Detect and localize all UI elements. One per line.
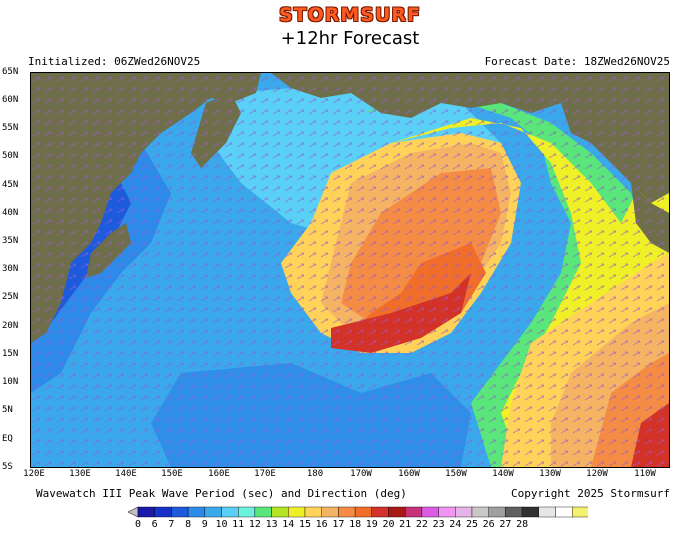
lon-label: 110W: [634, 469, 656, 479]
scale-swatch: [505, 506, 523, 518]
lon-label: 140E: [115, 469, 137, 479]
scale-label: 15: [298, 519, 312, 530]
scale-swatch: [171, 506, 189, 518]
lon-label: 140W: [492, 469, 514, 479]
scale-label: 19: [365, 519, 378, 530]
scale-label: 28: [516, 519, 529, 530]
scale-label: 17: [332, 519, 345, 530]
stormsurf-logo: STORMSURF: [278, 4, 422, 26]
lon-label: 180: [306, 469, 324, 479]
lat-label: 65N: [2, 67, 19, 77]
lon-label: 120W: [586, 469, 608, 479]
lat-label: 45N: [2, 180, 19, 190]
initialized-label: Initialized: 06ZWed26NOV25: [28, 55, 201, 68]
scale-label: 10: [215, 519, 228, 530]
lat-label: 40N: [2, 208, 19, 218]
scale-left-arrow: [128, 506, 139, 518]
lat-label: 5N: [2, 405, 13, 415]
scale-swatch: [471, 506, 489, 518]
scale-label: 27: [499, 519, 512, 530]
scale-swatch: [304, 506, 322, 518]
lat-label: 55N: [2, 123, 19, 133]
scale-label: 14: [282, 519, 295, 530]
scale-swatch: [221, 506, 239, 518]
scale-swatch: [438, 506, 456, 518]
scale-swatch: [388, 506, 406, 518]
scale-swatch: [538, 506, 556, 518]
scale-swatch: [555, 506, 573, 518]
lat-label: 60N: [2, 95, 19, 105]
wave-period-map: [30, 72, 670, 468]
map-caption: Wavewatch III Peak Wave Period (sec) and…: [36, 487, 407, 500]
forecast-title: +12hr Forecast: [280, 28, 420, 49]
lon-label: 150E: [161, 469, 183, 479]
scale-swatch: [455, 506, 473, 518]
scale-label: 20: [382, 519, 395, 530]
lat-label: 30N: [2, 264, 19, 274]
scale-label: 13: [265, 519, 278, 530]
lat-label: 20N: [2, 321, 19, 331]
map-canvas: [31, 73, 669, 467]
lon-label: 120E: [23, 469, 45, 479]
scale-swatch: [288, 506, 306, 518]
scale-label: 16: [315, 519, 328, 530]
scale-swatch: [488, 506, 506, 518]
lat-label: 35N: [2, 236, 19, 246]
scale-swatch: [338, 506, 356, 518]
scale-label: 18: [349, 519, 362, 530]
scale-label: 25: [465, 519, 479, 530]
lat-label: EQ: [2, 434, 13, 444]
lon-label: 170W: [350, 469, 372, 479]
lon-label: 130E: [69, 469, 91, 479]
lon-label: 150W: [445, 469, 467, 479]
lat-label: 5S: [2, 462, 13, 472]
scale-label: 7: [168, 519, 175, 530]
scale-swatch: [204, 506, 222, 518]
lat-label: 15N: [2, 349, 19, 359]
scale-swatch: [354, 506, 373, 518]
scale-label: 6: [151, 519, 158, 530]
scale-swatch: [521, 506, 540, 518]
scale-swatch: [371, 506, 389, 518]
scale-label: 8: [185, 519, 192, 530]
lat-label: 50N: [2, 151, 19, 161]
scale-swatch: [154, 506, 172, 518]
scale-swatch: [254, 506, 272, 518]
lon-label: 160W: [398, 469, 420, 479]
forecast-date-label: Forecast Date: 18ZWed26NOV25: [484, 55, 670, 68]
scale-label: 12: [248, 519, 261, 530]
scale-swatch: [271, 506, 289, 518]
scale-swatch: [572, 506, 588, 518]
direction-arrows: [31, 73, 669, 467]
scale-label: 26: [482, 519, 495, 530]
color-scale-bar: [128, 506, 588, 518]
scale-label: 21: [399, 519, 412, 530]
scale-swatch: [137, 506, 155, 518]
lat-label: 25N: [2, 292, 19, 302]
scale-swatch: [421, 506, 439, 518]
scale-swatch: [321, 506, 339, 518]
scale-label: 23: [432, 519, 445, 530]
scale-label: 9: [201, 519, 208, 530]
lon-label: 130W: [539, 469, 561, 479]
lon-label: 170E: [254, 469, 276, 479]
scale-label: 22: [415, 519, 428, 530]
scale-label: 24: [449, 519, 462, 530]
scale-swatch: [187, 506, 205, 518]
copyright-label: Copyright 2025 Stormsurf: [511, 487, 670, 500]
lon-label: 160E: [208, 469, 230, 479]
scale-swatch: [237, 506, 256, 518]
scale-swatch: [405, 506, 423, 518]
lat-label: 10N: [2, 377, 19, 387]
scale-label: 11: [232, 519, 245, 530]
scale-label: 0: [134, 519, 142, 530]
